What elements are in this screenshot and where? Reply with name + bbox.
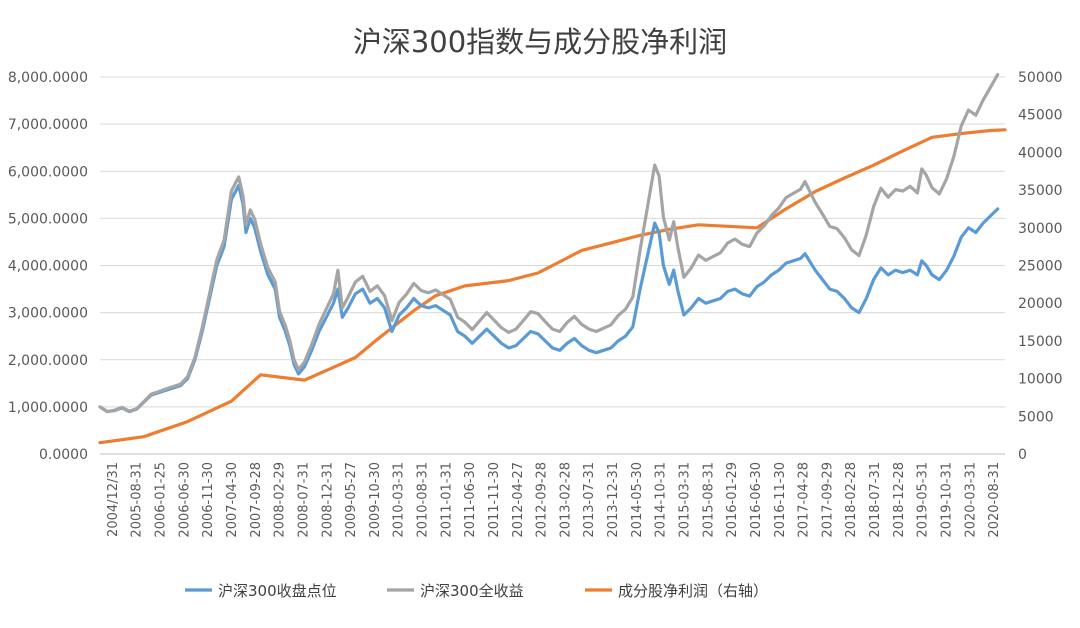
x-tick-label: 2012-09-28 [535, 462, 550, 538]
left-y-tick-label: 3,000.0000 [8, 306, 88, 322]
x-tick-label: 2013-07-31 [582, 462, 597, 538]
x-tick-label: 2006-06-30 [177, 462, 192, 538]
x-tick-label: 2018-02-28 [844, 462, 859, 538]
x-tick-label: 2008-02-29 [273, 462, 288, 538]
x-tick-label: 2015-03-31 [677, 462, 692, 538]
x-tick-label: 2016-11-30 [773, 462, 788, 538]
left-y-tick-label: 4,000.0000 [8, 259, 88, 275]
x-tick-label: 2010-08-31 [416, 462, 431, 538]
x-tick-label: 2014-05-30 [630, 462, 645, 538]
left-y-tick-label: 6,000.0000 [8, 164, 88, 180]
x-tick-label: 2011-11-30 [487, 462, 502, 538]
x-tick-label: 2015-08-31 [701, 462, 716, 538]
x-tick-label: 2013-12-31 [606, 462, 621, 538]
series-line-2 [98, 73, 1000, 414]
series-line-1 [98, 183, 1000, 414]
right-y-tick-label: 0 [1018, 447, 1027, 463]
x-tick-label: 2010-03-31 [392, 462, 407, 538]
x-tick-label: 2018-07-31 [868, 462, 883, 538]
x-tick-label: 2018-12-28 [892, 462, 907, 538]
x-tick-label: 2007-04-30 [225, 462, 240, 538]
legend-item-2: 沪深300全收益 [387, 582, 524, 600]
x-tick-label: 2008-07-31 [296, 462, 311, 538]
x-tick-label: 2019-05-31 [916, 462, 931, 538]
x-tick-label: 2016-01-29 [725, 462, 740, 538]
x-tick-label: 2020-08-31 [987, 462, 1002, 538]
x-tick-label: 2017-04-28 [797, 462, 812, 538]
right-y-tick-label: 45000 [1018, 108, 1063, 124]
left-y-tick-label: 2,000.0000 [8, 353, 88, 369]
x-tick-label: 2014-10-31 [654, 462, 669, 538]
x-tick-label: 2006-01-25 [154, 462, 169, 538]
x-tick-label: 2008-12-31 [320, 462, 335, 538]
x-tick-label: 2004/12/31 [106, 462, 121, 537]
right-y-tick-label: 25000 [1018, 259, 1063, 275]
x-tick-label: 2020-03-31 [963, 462, 978, 538]
right-y-tick-label: 10000 [1018, 372, 1063, 388]
right-y-tick-label: 5000 [1018, 409, 1054, 425]
left-y-axis: 0.0000 1,000.0000 2,000.0000 3,000.0000 4,00… [8, 70, 88, 463]
legend-label: 沪深300全收益 [420, 582, 524, 600]
x-tick-label: 2011-06-30 [463, 462, 478, 538]
legend-label: 成分股净利润（右轴） [618, 582, 768, 600]
legend: 沪深300收盘点位 沪深300全收益 成分股净利润（右轴） [185, 582, 768, 600]
left-y-tick-label: 0.0000 [39, 447, 88, 463]
x-tick-label: 2009-05-27 [344, 462, 359, 538]
left-y-tick-label: 1,000.0000 [8, 400, 88, 416]
x-axis: 2004/12/31 2005-08-31 2006-01-25 2006-06-30… [106, 462, 1002, 538]
x-tick-label: 2012-04-27 [511, 462, 526, 538]
x-tick-label: 2011-01-31 [439, 462, 454, 538]
chart-title: 沪深300指数与成分股净利润 [353, 25, 727, 59]
x-tick-label: 2016-06-30 [749, 462, 764, 538]
x-tick-label: 2013-02-28 [558, 462, 573, 538]
left-y-tick-label: 8,000.0000 [8, 70, 88, 86]
left-y-tick-label: 5,000.0000 [8, 211, 88, 227]
legend-item-3: 成分股净利润（右轴） [585, 582, 768, 600]
x-tick-label: 2017-09-29 [820, 462, 835, 538]
series-line-3 [98, 128, 1007, 445]
right-y-tick-label: 20000 [1018, 296, 1063, 312]
x-tick-label: 2009-10-30 [368, 462, 383, 538]
x-tick-label: 2006-11-30 [201, 462, 216, 538]
x-tick-label: 2019-10-31 [939, 462, 954, 538]
legend-item-1: 沪深300收盘点位 [185, 582, 337, 600]
right-y-tick-label: 40000 [1018, 145, 1063, 161]
legend-label: 沪深300收盘点位 [218, 582, 337, 600]
right-y-tick-label: 50000 [1018, 70, 1063, 86]
right-y-axis: 0 5000 10000 15000 20000 25000 30000 35000 40000… [1018, 70, 1063, 463]
x-tick-label: 2005-08-31 [130, 462, 145, 538]
left-y-tick-label: 7,000.0000 [8, 117, 88, 133]
x-tick-label: 2007-09-28 [249, 462, 264, 538]
series-layer [98, 73, 1007, 445]
right-y-tick-label: 30000 [1018, 221, 1063, 237]
right-y-tick-label: 15000 [1018, 334, 1063, 350]
right-y-tick-label: 35000 [1018, 183, 1063, 199]
